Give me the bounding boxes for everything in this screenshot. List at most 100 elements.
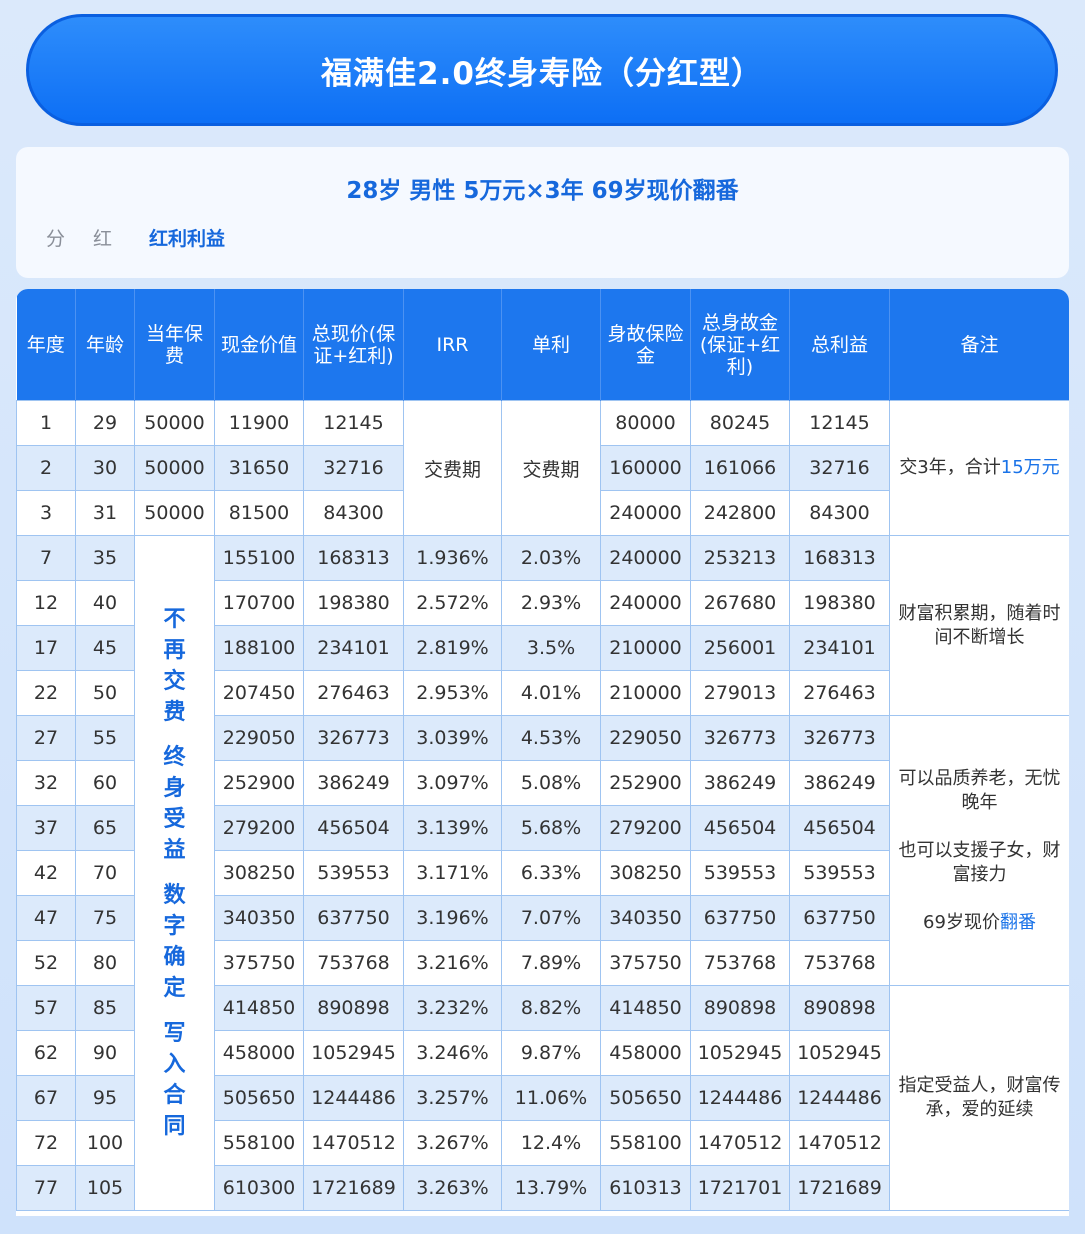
benefit-table-wrapper: 年度 年龄 当年保费 现金价值 总现价(保证+红利) IRR 单利 身故保险金 … xyxy=(16,289,1069,1216)
table-cell: 45 xyxy=(75,625,135,671)
table-cell: 198380 xyxy=(789,580,890,626)
remark-text: 可以品质养老，无忧晚年 xyxy=(898,767,1061,813)
irr-payment-period-cell: 交费期 xyxy=(403,400,502,536)
table-cell: 32716 xyxy=(303,445,404,491)
vertical-note-text: 数字确定 xyxy=(163,883,186,1001)
table-row: 1 29 50000 11900 12145 交费期 交费期 80000 80245 12145 交… xyxy=(16,400,1069,536)
table-cell: 12145 xyxy=(789,400,890,446)
table-row: 2 30 50000 31650 32716 160000 161066 32716 xyxy=(16,445,1070,491)
table-cell: 753768 xyxy=(303,940,404,986)
table-row: 52 80 375750 753768 3.216% 7.89% 375750 753768 7… xyxy=(16,940,1070,986)
table-cell: 161066 xyxy=(690,445,790,491)
table-cell: 85 xyxy=(75,985,135,1031)
table-cell: 386249 xyxy=(303,760,404,806)
table-cell: 890898 xyxy=(303,985,404,1031)
table-row: 7 35 不再交费 终身受益 数字确定 写入合同 155100 168313 1.936% 2.0… xyxy=(16,535,1069,1211)
table-cell: 252900 xyxy=(214,760,304,806)
table-cell: 3.139% xyxy=(403,805,502,851)
table-row: 27 55 229050 326773 3.039% 4.53% 229050 326773 3… xyxy=(16,715,1069,986)
table-cell: 539553 xyxy=(789,850,890,896)
table-cell: 210000 xyxy=(600,625,691,671)
no-more-premium-note: 不再交费 终身受益 数字确定 写入合同 xyxy=(134,535,215,1211)
table-cell: 1.936% xyxy=(403,535,502,581)
dividend-label: 分红 xyxy=(46,228,141,250)
table-cell: 67 xyxy=(16,1075,76,1121)
table-cell: 890898 xyxy=(690,985,790,1031)
table-cell: 22 xyxy=(16,670,76,716)
header-cell: 当年保费 xyxy=(134,289,215,401)
remark-cell: 财富积累期，随着时间不断增长 xyxy=(889,535,1069,716)
header-cell: 年龄 xyxy=(75,289,135,401)
table-cell: 70 xyxy=(75,850,135,896)
table-cell: 50000 xyxy=(134,445,215,491)
header-cell: 总现价(保证+红利) xyxy=(303,289,404,401)
table-cell: 84300 xyxy=(303,490,404,536)
table-cell: 386249 xyxy=(690,760,790,806)
table-cell: 72 xyxy=(16,1120,76,1166)
table-cell: 7.89% xyxy=(501,940,601,986)
table-cell: 308250 xyxy=(600,850,691,896)
table-cell: 326773 xyxy=(690,715,790,761)
table-row: 12 40 170700 198380 2.572% 2.93% 240000 267680 1… xyxy=(16,580,1070,626)
remark-cell: 可以品质养老，无忧晚年 也可以支援子女，财富接力 69岁现价翻番 xyxy=(889,715,1069,986)
remark-text: 交3年，合计 xyxy=(899,457,1001,478)
page-title: 福满佳2.0终身寿险（分红型） xyxy=(26,14,1058,126)
table-cell: 2.819% xyxy=(403,625,502,671)
table-cell: 100 xyxy=(75,1120,135,1166)
table-cell: 80000 xyxy=(600,400,691,446)
table-cell: 3.232% xyxy=(403,985,502,1031)
header-cell: 单利 xyxy=(501,289,601,401)
table-cell: 2 xyxy=(16,445,76,491)
table-cell: 1052945 xyxy=(789,1030,890,1076)
table-cell: 65 xyxy=(75,805,135,851)
table-cell: 1244486 xyxy=(690,1075,790,1121)
table-cell: 81500 xyxy=(214,490,304,536)
vertical-note-text: 不再交费 xyxy=(163,607,186,725)
table-cell: 80 xyxy=(75,940,135,986)
table-row: 37 65 279200 456504 3.139% 5.68% 279200 456504 4… xyxy=(16,805,1070,851)
table-cell: 234101 xyxy=(303,625,404,671)
table-cell: 256001 xyxy=(690,625,790,671)
table-cell: 414850 xyxy=(214,985,304,1031)
table-cell: 267680 xyxy=(690,580,790,626)
table-cell: 3 xyxy=(16,490,76,536)
remark-text: 财富积累期，随着时间不断增长 xyxy=(898,602,1061,648)
table-cell: 17 xyxy=(16,625,76,671)
table-cell: 326773 xyxy=(303,715,404,761)
table-cell: 558100 xyxy=(600,1120,691,1166)
table-cell: 539553 xyxy=(690,850,790,896)
remark-line: 69岁现价翻番 xyxy=(898,911,1061,935)
table-row: 77 105 610300 1721689 3.263% 13.79% 610313 1721… xyxy=(16,1165,1070,1211)
table-cell: 279013 xyxy=(690,670,790,716)
table-cell: 77 xyxy=(16,1165,76,1211)
table-cell: 11900 xyxy=(214,400,304,446)
header-cell: 总身故金(保证+红利) xyxy=(690,289,790,401)
table-cell: 1470512 xyxy=(303,1120,404,1166)
table-cell: 170700 xyxy=(214,580,304,626)
table-cell: 160000 xyxy=(600,445,691,491)
table-cell: 12 xyxy=(16,580,76,626)
table-cell: 1721689 xyxy=(303,1165,404,1211)
vertical-note-text: 终身受益 xyxy=(163,745,186,863)
table-cell: 30 xyxy=(75,445,135,491)
table-row: 72 100 558100 1470512 3.267% 12.4% 558100 14705… xyxy=(16,1120,1070,1166)
header-cell: 备注 xyxy=(889,289,1069,401)
table-cell: 4.53% xyxy=(501,715,601,761)
table-cell: 80245 xyxy=(690,400,790,446)
table-cell: 253213 xyxy=(690,535,790,581)
remark-cell: 指定受益人，财富传承，爱的延续 xyxy=(889,985,1069,1211)
table-cell: 31 xyxy=(75,490,135,536)
table-cell: 753768 xyxy=(789,940,890,986)
table-cell: 276463 xyxy=(789,670,890,716)
table-cell: 890898 xyxy=(789,985,890,1031)
header-cell: 身故保险金 xyxy=(600,289,691,401)
remark-text: 指定受益人，财富传承，爱的延续 xyxy=(898,1075,1061,1120)
dividend-value: 红利利益 xyxy=(149,228,226,250)
table-cell: 3.216% xyxy=(403,940,502,986)
table-cell: 188100 xyxy=(214,625,304,671)
table-cell: 27 xyxy=(16,715,76,761)
table-cell: 7 xyxy=(16,535,76,581)
table-cell: 753768 xyxy=(690,940,790,986)
table-row: 32 60 252900 386249 3.097% 5.08% 252900 386249 3… xyxy=(16,760,1070,806)
table-cell: 3.246% xyxy=(403,1030,502,1076)
